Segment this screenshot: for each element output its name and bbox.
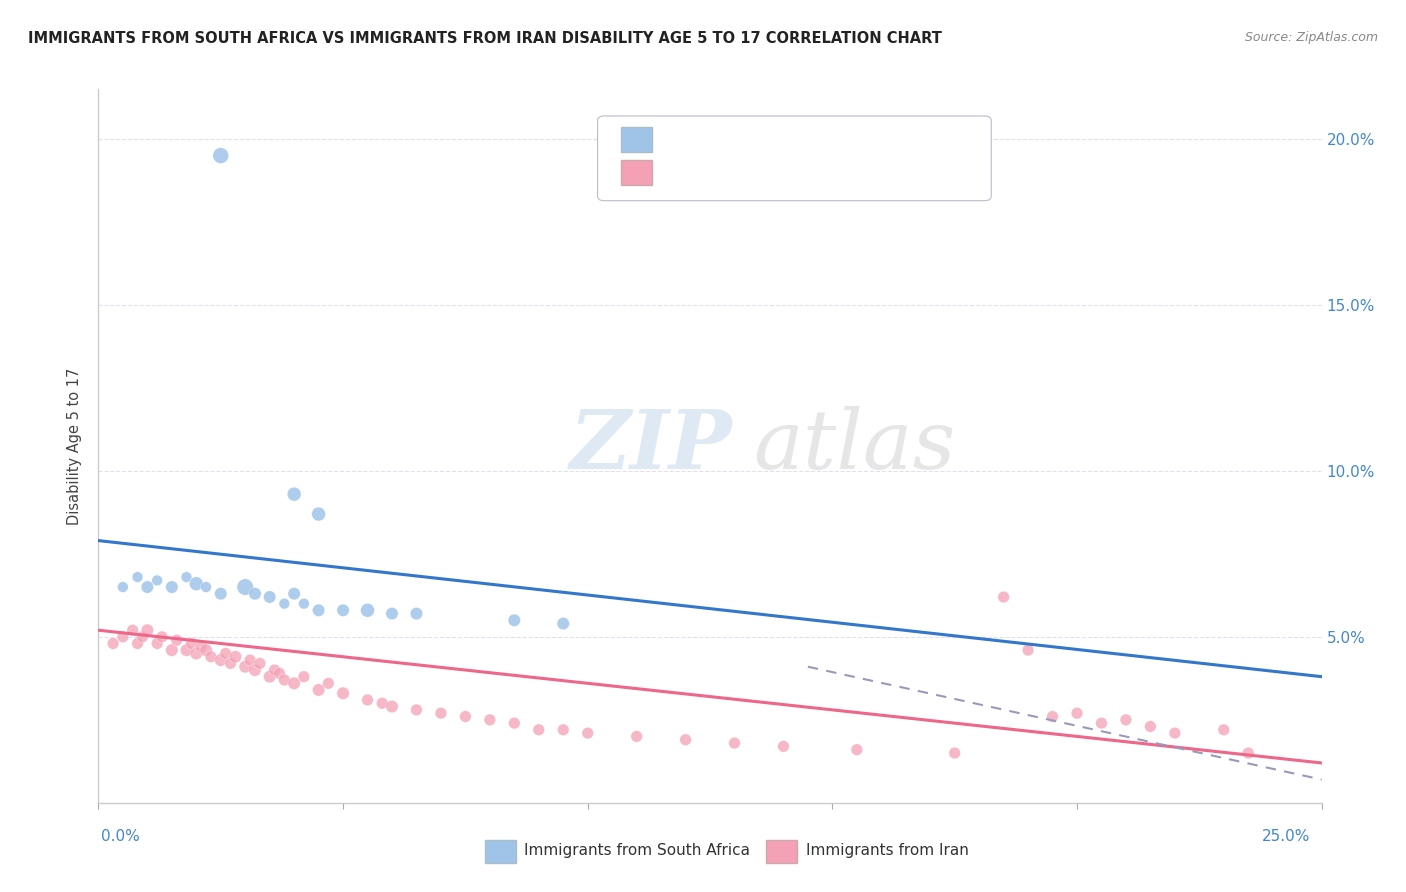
- Point: [209, 587, 232, 601]
- Point: [292, 670, 315, 684]
- Point: [259, 670, 281, 684]
- Point: [381, 699, 404, 714]
- Point: [239, 653, 262, 667]
- Point: [269, 666, 291, 681]
- Point: [190, 640, 212, 654]
- Point: [176, 643, 198, 657]
- Point: [127, 570, 149, 584]
- Text: 25.0%: 25.0%: [1263, 830, 1310, 844]
- Point: [176, 570, 198, 584]
- Point: [1017, 643, 1039, 657]
- Point: [1212, 723, 1234, 737]
- Point: [1090, 716, 1112, 731]
- Point: [263, 663, 285, 677]
- Point: [200, 649, 222, 664]
- Y-axis label: Disability Age 5 to 17: Disability Age 5 to 17: [67, 368, 83, 524]
- Point: [1237, 746, 1260, 760]
- Text: Immigrants from South Africa: Immigrants from South Africa: [524, 843, 751, 857]
- Point: [503, 613, 526, 627]
- Text: ZIP: ZIP: [569, 406, 733, 486]
- Point: [136, 580, 159, 594]
- Point: [186, 647, 208, 661]
- Point: [283, 587, 305, 601]
- Point: [195, 580, 218, 594]
- Point: [243, 663, 266, 677]
- Point: [553, 616, 575, 631]
- Point: [356, 603, 378, 617]
- Point: [111, 630, 134, 644]
- Point: [283, 487, 305, 501]
- Point: [259, 590, 281, 604]
- Point: [371, 696, 394, 710]
- Point: [273, 597, 295, 611]
- Point: [101, 636, 124, 650]
- Point: [1139, 719, 1161, 733]
- Point: [249, 657, 271, 671]
- Point: [136, 624, 159, 638]
- Point: [576, 726, 599, 740]
- Point: [318, 676, 340, 690]
- Point: [308, 603, 330, 617]
- Point: [772, 739, 794, 754]
- Point: [405, 703, 427, 717]
- Point: [1164, 726, 1187, 740]
- Point: [626, 730, 648, 744]
- Point: [166, 633, 188, 648]
- Point: [332, 686, 354, 700]
- Point: [131, 630, 153, 644]
- Point: [233, 580, 256, 594]
- Point: [675, 732, 697, 747]
- Point: [111, 580, 134, 594]
- Point: [146, 574, 169, 588]
- Text: R = -0.269   N = 22: R = -0.269 N = 22: [665, 136, 838, 152]
- Point: [308, 507, 330, 521]
- Point: [503, 716, 526, 731]
- Point: [993, 590, 1015, 604]
- Point: [219, 657, 242, 671]
- Point: [1115, 713, 1137, 727]
- Text: Source: ZipAtlas.com: Source: ZipAtlas.com: [1244, 31, 1378, 45]
- Point: [943, 746, 966, 760]
- Point: [723, 736, 745, 750]
- Point: [356, 693, 378, 707]
- Text: R = -0.396   N = 80: R = -0.396 N = 80: [665, 168, 838, 183]
- Point: [553, 723, 575, 737]
- Point: [1042, 709, 1064, 723]
- Point: [243, 587, 266, 601]
- Point: [127, 636, 149, 650]
- Text: atlas: atlas: [752, 406, 955, 486]
- Text: Immigrants from Iran: Immigrants from Iran: [806, 843, 969, 857]
- Point: [146, 636, 169, 650]
- Point: [160, 643, 183, 657]
- Point: [273, 673, 295, 687]
- Point: [180, 636, 202, 650]
- Point: [478, 713, 501, 727]
- Point: [430, 706, 453, 721]
- Point: [1066, 706, 1088, 721]
- Point: [845, 742, 868, 756]
- Point: [283, 676, 305, 690]
- Text: IMMIGRANTS FROM SOUTH AFRICA VS IMMIGRANTS FROM IRAN DISABILITY AGE 5 TO 17 CORR: IMMIGRANTS FROM SOUTH AFRICA VS IMMIGRAN…: [28, 31, 942, 46]
- Point: [381, 607, 404, 621]
- Point: [292, 597, 315, 611]
- Point: [224, 649, 246, 664]
- Point: [214, 647, 236, 661]
- Point: [233, 659, 256, 673]
- Point: [209, 148, 232, 162]
- Point: [121, 624, 143, 638]
- Point: [195, 643, 218, 657]
- Point: [332, 603, 354, 617]
- Point: [527, 723, 550, 737]
- Point: [308, 682, 330, 697]
- Point: [186, 576, 208, 591]
- Point: [150, 630, 173, 644]
- Point: [454, 709, 477, 723]
- Point: [160, 580, 183, 594]
- Text: 0.0%: 0.0%: [101, 830, 141, 844]
- Point: [405, 607, 427, 621]
- Point: [209, 653, 232, 667]
